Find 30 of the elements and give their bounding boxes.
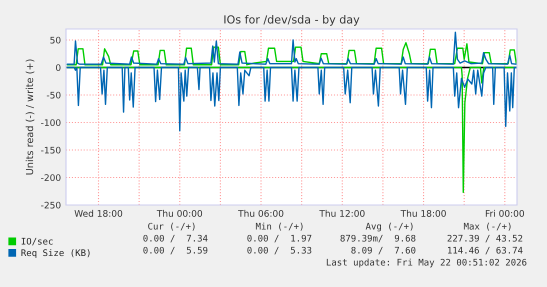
y-axis-title: Units read (-) / write (+) bbox=[26, 59, 34, 175]
text: Last update: Fri May 22 00:51:02 2026 bbox=[326, 258, 526, 268]
x-tick-label: Wed 18:00 bbox=[74, 210, 122, 217]
y-tick-label: 50 bbox=[50, 36, 61, 44]
text: 0.00 / 5.59 bbox=[143, 246, 208, 254]
legend-label: Req Size (KB) bbox=[21, 249, 90, 258]
text: 8.09 / 7.60 bbox=[351, 246, 416, 254]
legend-label: IO/sec bbox=[22, 238, 53, 246]
chart-title: IOs for /dev/sda - by day bbox=[224, 15, 360, 26]
text: 0.00 / 5.33 bbox=[247, 246, 312, 254]
x-tick-label: Thu 00:00 bbox=[156, 210, 202, 217]
text: Min (-/+) bbox=[256, 222, 303, 231]
y-tick-label: -50 bbox=[46, 92, 61, 99]
y-tick-label: -100 bbox=[41, 119, 61, 126]
text: Max (-/+) bbox=[464, 222, 511, 231]
x-tick-label: Thu 18:00 bbox=[400, 210, 446, 217]
text: Avg (-/+) bbox=[366, 222, 413, 232]
text: 0.00 / 1.97 bbox=[247, 234, 312, 242]
x-tick-label: Thu 12:00 bbox=[319, 210, 365, 217]
y-tick-label: 0 bbox=[56, 64, 61, 72]
text: 0.00 / 7.34 bbox=[143, 234, 208, 242]
y-tick-label: -150 bbox=[41, 146, 61, 154]
text: 114.46 / 63.74 bbox=[448, 246, 523, 254]
text: Cur (-/+) bbox=[148, 222, 195, 231]
text: 879.39m/ 9.68 bbox=[340, 234, 416, 242]
x-tick-label: Thu 06:00 bbox=[238, 210, 284, 217]
y-tick-label: -250 bbox=[41, 202, 61, 209]
y-tick-label: -200 bbox=[41, 174, 61, 182]
text: 227.39 / 43.52 bbox=[448, 234, 522, 242]
x-tick-label: Fri 00:00 bbox=[486, 210, 524, 217]
